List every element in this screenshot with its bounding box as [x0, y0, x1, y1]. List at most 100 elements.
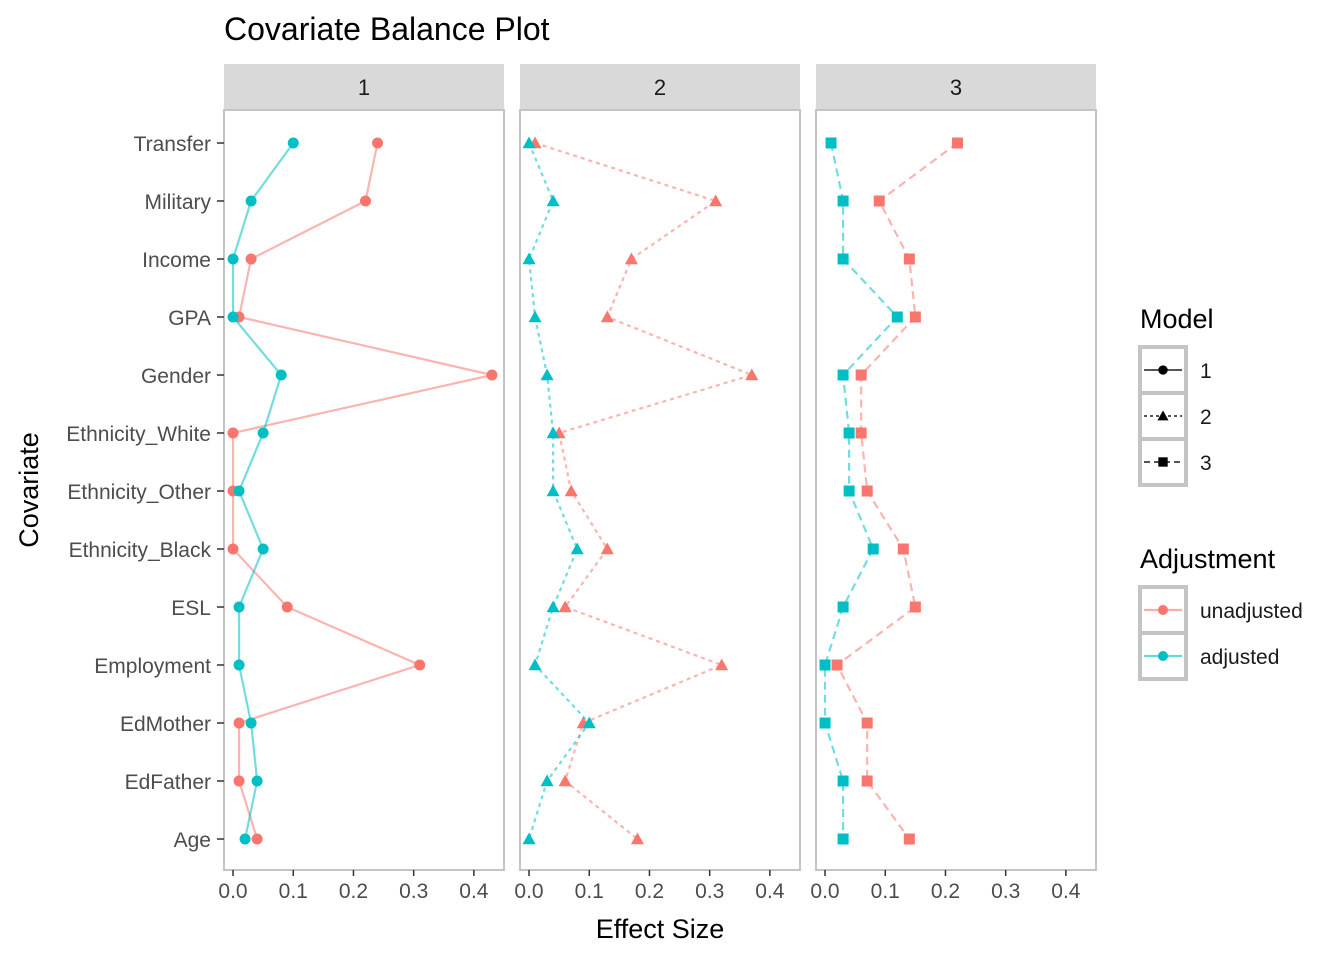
data-point-unadjusted-age [903, 833, 915, 845]
y-tick-label-gender: Gender [141, 365, 211, 388]
data-point-adjusted-age [239, 833, 251, 845]
data-point-adjusted-edfather [540, 774, 554, 787]
data-point-adjusted-gpa [891, 311, 903, 323]
legend-key-circle-icon [1158, 651, 1168, 661]
data-point-unadjusted-edmother [233, 717, 245, 729]
data-point-unadjusted-military [873, 195, 885, 207]
x-tick-label: 0.0 [810, 880, 839, 903]
data-point-unadjusted-edfather [558, 774, 572, 787]
data-point-adjusted-employment [528, 658, 542, 671]
facet-panel-1: 1 0.0 0.1 0.2 0.3 0.4 [218, 64, 505, 903]
data-point-unadjusted-income [245, 253, 257, 265]
data-point-adjusted-military [546, 194, 560, 207]
facet-strip [816, 64, 1096, 110]
data-point-unadjusted-ethnicity-other [861, 485, 873, 497]
data-point-adjusted-esl [546, 600, 560, 613]
legend-key-circle-icon [1158, 605, 1168, 615]
data-point-unadjusted-ethnicity-white [855, 427, 867, 439]
data-point-unadjusted-employment [414, 659, 426, 671]
data-point-adjusted-ethnicity-other [233, 485, 245, 497]
data-point-adjusted-esl [837, 601, 849, 613]
data-point-adjusted-ethnicity-black [257, 543, 269, 555]
data-point-unadjusted-income [624, 252, 638, 265]
data-point-unadjusted-ethnicity-other [564, 484, 578, 497]
data-point-adjusted-income [837, 253, 849, 265]
data-point-adjusted-transfer [825, 137, 837, 149]
data-point-adjusted-transfer [522, 136, 536, 149]
x-tick-label: 0.1 [871, 880, 900, 903]
data-point-adjusted-gender [837, 369, 849, 381]
data-point-unadjusted-age [251, 833, 263, 845]
y-axis: Transfer Military Income GPA Gender Ethnicity… [66, 133, 224, 852]
facet-panel-2: 2 0.0 0.1 0.2 0.3 0.4 [514, 64, 801, 903]
data-point-unadjusted-military [709, 194, 723, 207]
legend-title-adjustment: Adjustment [1140, 544, 1276, 574]
facet-strip-label: 1 [358, 75, 370, 100]
data-point-adjusted-age [522, 832, 536, 845]
legend-key-square-icon [1158, 457, 1168, 467]
data-point-adjusted-employment [233, 659, 245, 671]
data-point-unadjusted-esl [558, 600, 572, 613]
data-point-adjusted-ethnicity-black [867, 543, 879, 555]
data-point-adjusted-gpa [227, 311, 239, 323]
x-tick-label: 0.2 [339, 880, 368, 903]
data-point-adjusted-edmother [245, 717, 257, 729]
data-point-adjusted-employment [819, 659, 831, 671]
legend-label-model: 1 [1200, 360, 1212, 383]
data-point-unadjusted-transfer [372, 137, 384, 149]
data-point-unadjusted-gpa [600, 310, 614, 323]
data-point-unadjusted-esl [909, 601, 921, 613]
x-tick-label: 0.0 [514, 880, 543, 903]
y-tick-label-ethnicity-white: Ethnicity_White [66, 423, 211, 446]
panel-background [519, 109, 801, 871]
y-tick-label-gpa: GPA [168, 307, 211, 330]
data-point-unadjusted-esl [281, 601, 293, 613]
panel-background [815, 109, 1097, 871]
facet-strip [520, 64, 800, 110]
x-tick-label: 0.4 [459, 880, 489, 903]
data-point-adjusted-ethnicity-white [257, 427, 269, 439]
data-point-unadjusted-military [360, 195, 372, 207]
data-point-unadjusted-gender [486, 369, 498, 381]
data-point-unadjusted-gender [745, 368, 759, 381]
legend-title-model: Model [1140, 304, 1214, 334]
legend-label-model: 3 [1200, 452, 1212, 475]
legend-label-model: 2 [1200, 406, 1212, 429]
legend-label-adjustment: adjusted [1200, 646, 1279, 669]
data-point-unadjusted-ethnicity-black [600, 542, 614, 555]
data-point-adjusted-ethnicity-black [570, 542, 584, 555]
y-tick-label-age: Age [174, 829, 211, 852]
y-tick-label-transfer: Transfer [134, 133, 211, 156]
data-point-adjusted-edmother [819, 717, 831, 729]
facet-strip [224, 64, 504, 110]
legend-key-circle-icon [1158, 365, 1168, 375]
facet-strip-label: 2 [654, 75, 666, 100]
x-tick-label: 0.1 [279, 880, 308, 903]
data-point-unadjusted-gender [855, 369, 867, 381]
panel-background [223, 109, 505, 871]
x-tick-label: 0.4 [755, 880, 785, 903]
y-tick-label-edfather: EdFather [125, 771, 211, 794]
y-tick-label-income: Income [142, 249, 211, 272]
y-tick-label-ethnicity-black: Ethnicity_Black [69, 539, 212, 562]
data-point-unadjusted-ethnicity-black [897, 543, 909, 555]
x-axis-title: Effect Size [596, 914, 725, 944]
y-tick-label-esl: ESL [171, 597, 211, 620]
x-tick-label: 0.3 [991, 880, 1020, 903]
y-tick-label-military: Military [145, 191, 212, 214]
data-point-unadjusted-edfather [233, 775, 245, 787]
legend-key-triangle-icon [1157, 410, 1169, 421]
y-tick-label-employment: Employment [94, 655, 211, 678]
data-point-unadjusted-employment [831, 659, 843, 671]
x-tick-label: 0.3 [695, 880, 724, 903]
y-axis-title: Covariate [14, 432, 44, 548]
data-point-unadjusted-transfer [952, 137, 964, 149]
data-point-adjusted-gender [540, 368, 554, 381]
y-tick-label-edmother: EdMother [120, 713, 211, 736]
data-point-adjusted-ethnicity-white [843, 427, 855, 439]
data-point-unadjusted-ethnicity-black [227, 543, 239, 555]
data-point-adjusted-military [837, 195, 849, 207]
x-tick-label: 0.3 [399, 880, 428, 903]
data-point-adjusted-military [245, 195, 257, 207]
